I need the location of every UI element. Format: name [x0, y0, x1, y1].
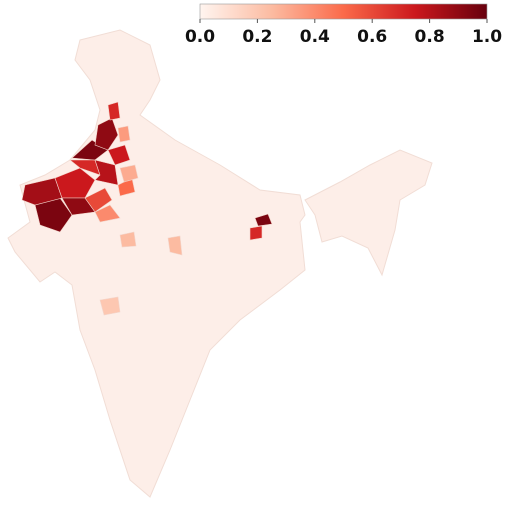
- districts: [21, 101, 273, 316]
- colorbar-tick-label: 0.4: [300, 27, 330, 47]
- colorbar-tick-label: 0.2: [242, 27, 272, 47]
- northeast-outline: [304, 149, 433, 277]
- district: [117, 125, 131, 143]
- colorbar-gradient: [199, 3, 488, 20]
- district: [94, 159, 119, 186]
- district: [254, 213, 273, 227]
- district: [107, 144, 131, 166]
- district: [107, 101, 121, 121]
- district: [119, 164, 139, 183]
- district: [99, 296, 121, 316]
- district: [54, 167, 96, 199]
- district: [21, 177, 63, 206]
- colorbar-tick-label: 0.8: [415, 27, 445, 47]
- country-base: [7, 29, 433, 498]
- district: [167, 235, 183, 256]
- colorbar-tick-label: 0.0: [185, 27, 215, 47]
- colorbar: 0.0 0.2 0.4 0.6 0.8 1.0: [185, 3, 502, 47]
- district: [94, 204, 121, 223]
- colorbar-tick-label: 1.0: [472, 27, 502, 47]
- district: [84, 187, 113, 213]
- country-outline: [7, 29, 306, 498]
- district: [249, 225, 263, 241]
- colorbar-tick-label: 0.6: [357, 27, 387, 47]
- district: [119, 231, 137, 248]
